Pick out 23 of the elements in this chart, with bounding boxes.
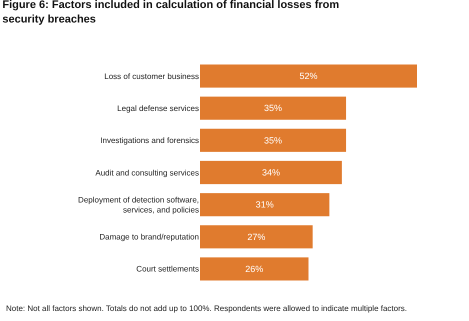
data-label: 35% [264, 135, 282, 146]
data-label: 27% [247, 232, 266, 242]
data-label: 52% [299, 71, 318, 82]
y-tick-label: Deployment of detection software, services, and policies [78, 195, 199, 215]
bar [200, 257, 308, 280]
bar [200, 193, 330, 216]
y-tick-label: Damage to brand/reputation [99, 232, 199, 242]
bar [200, 64, 417, 88]
chart-title: Figure 6: Factors included in calculation of financial losses from security breaches [2, 0, 340, 26]
bar [200, 128, 346, 152]
bar [200, 96, 346, 120]
y-tick-label: Audit and consulting services [95, 168, 199, 178]
data-label: 26% [245, 264, 264, 274]
bar [200, 160, 342, 184]
y-tick-label: Investigations and forensics [100, 136, 199, 146]
data-label: 31% [256, 200, 274, 210]
text: Note: Not all factors shown. Totals do not add up to 100%. Respondents were allowed to indicate multiple factors. [6, 304, 407, 313]
data-label: 34% [262, 168, 280, 178]
data-label: 35% [264, 103, 282, 114]
bar [200, 225, 313, 248]
y-tick-label: Loss of customer business [104, 72, 199, 81]
y-tick-label: Court settlements [136, 264, 199, 274]
y-tick-label: Legal defense services [117, 104, 199, 114]
